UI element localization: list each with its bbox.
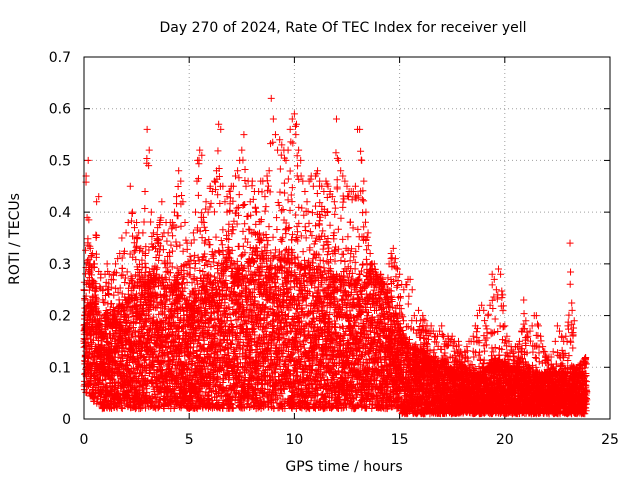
y-tick-label: 0 bbox=[62, 412, 71, 428]
y-tick-label: 0.6 bbox=[49, 102, 71, 118]
roti-point bbox=[86, 335, 94, 343]
roti-point bbox=[107, 388, 115, 396]
x-tick-label: 20 bbox=[496, 432, 514, 448]
chart-title: Day 270 of 2024, Rate Of TEC Index for r… bbox=[159, 20, 526, 36]
roti-point bbox=[99, 376, 107, 384]
x-tick-label: 15 bbox=[391, 432, 409, 448]
roti-point bbox=[86, 348, 94, 356]
roti-point bbox=[84, 354, 92, 362]
y-tick-label: 0.3 bbox=[49, 257, 71, 273]
roti-point bbox=[92, 361, 100, 369]
x-tick-label: 25 bbox=[601, 432, 619, 448]
roti-point bbox=[102, 329, 110, 337]
x-tick-label: 10 bbox=[285, 432, 303, 448]
y-tick-label: 0.7 bbox=[49, 50, 71, 66]
y-tick-label: 0.2 bbox=[49, 309, 71, 325]
y-tick-label: 0.5 bbox=[49, 153, 71, 169]
y-tick-label: 0.1 bbox=[49, 360, 71, 376]
roti-point bbox=[102, 383, 110, 391]
data-points bbox=[80, 95, 591, 418]
x-tick-label: 0 bbox=[80, 432, 89, 448]
roti-point bbox=[87, 340, 95, 348]
y-tick-label: 0.4 bbox=[49, 205, 71, 221]
x-tick-label: 5 bbox=[185, 432, 194, 448]
